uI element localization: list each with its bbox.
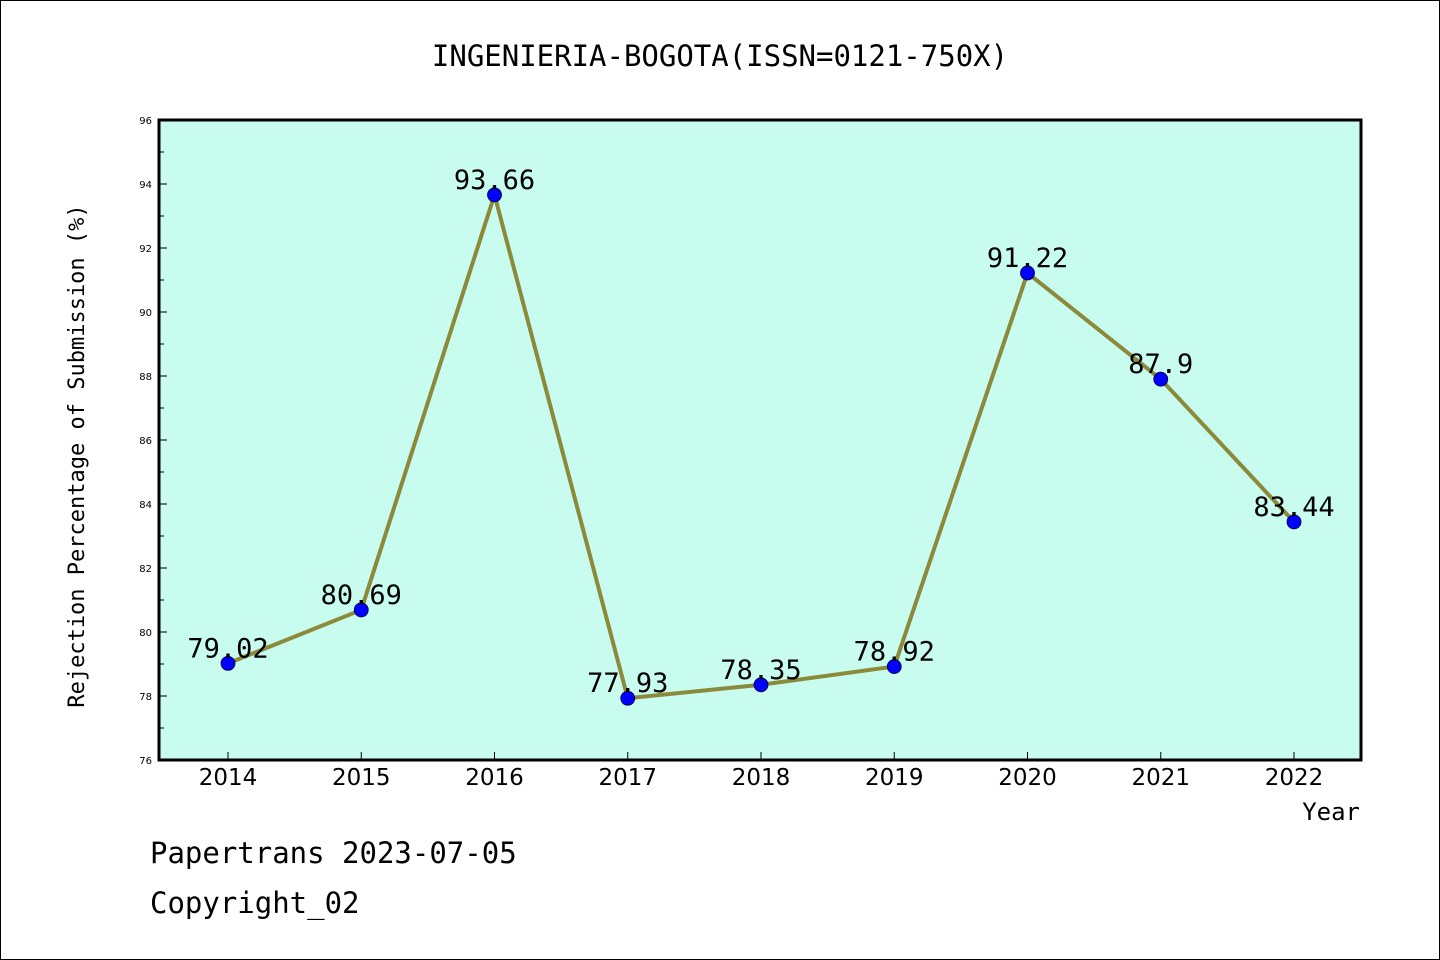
y-tick-label: 90: [139, 308, 152, 319]
x-tick-label: 2020: [998, 765, 1057, 791]
y-tick-label: 82: [139, 564, 152, 575]
x-tick-label: 2017: [598, 765, 657, 791]
y-axis-ticks: 76 78 80 82 84 86 88 90 92 94 96: [139, 116, 167, 767]
data-point: [1286, 514, 1302, 530]
plot-area: [157, 118, 1363, 762]
data-point: [353, 602, 369, 618]
y-tick-label: 94: [139, 180, 152, 191]
data-point: [620, 690, 636, 706]
data-markers: [220, 187, 1302, 706]
x-tick-label: 2015: [332, 765, 391, 791]
x-tick-label: 2016: [465, 765, 524, 791]
data-point: [753, 677, 769, 693]
y-tick-label: 76: [139, 756, 152, 767]
x-tick-label: 2022: [1265, 765, 1324, 791]
y-tick-label: 92: [139, 244, 152, 255]
data-label: 93.66: [454, 165, 535, 196]
data-label: 80.69: [321, 580, 402, 611]
y-tick-label: 80: [139, 628, 152, 639]
data-labels: 79.02 80.69 93.66 77.93 78.35 78.92 91.22 87.9 8…: [187, 165, 1334, 699]
y-tick-label: 86: [139, 436, 152, 447]
x-tick-label: 2019: [865, 765, 924, 791]
data-point: [1153, 371, 1169, 387]
x-axis-label: Year: [1302, 798, 1360, 826]
y-tick-label: 96: [139, 116, 152, 127]
y-axis-label: Rejection Percentage of Submission (%): [65, 204, 90, 707]
x-tick-label: 2021: [1131, 765, 1190, 791]
data-label: 87.9: [1128, 349, 1193, 380]
footer-date: Papertrans 2023-07-05: [150, 836, 517, 870]
data-label: 91.22: [987, 243, 1068, 274]
footer-copyright: Copyright_02: [150, 886, 360, 920]
data-label: 78.35: [720, 655, 801, 686]
data-label: 79.02: [187, 633, 268, 664]
data-point: [487, 187, 502, 203]
x-tick-label: 2014: [199, 765, 258, 791]
y-tick-label: 78: [139, 692, 152, 703]
y-tick-label: 84: [139, 500, 152, 511]
y-tick-label: 88: [139, 372, 152, 383]
data-label: 83.44: [1253, 492, 1334, 523]
x-tick-label: 2018: [732, 765, 791, 791]
data-point: [1020, 265, 1035, 281]
x-axis-ticks: 2014 2015 2016 2017 2018 2019 2020 2021 2022: [199, 752, 1324, 791]
data-label: 77.93: [587, 668, 668, 699]
data-point: [886, 659, 902, 674]
data-label: 78.92: [854, 637, 935, 668]
data-point: [220, 655, 236, 671]
chart-title: INGENIERIA-BOGOTA(ISSN=0121-750X): [432, 39, 1008, 73]
